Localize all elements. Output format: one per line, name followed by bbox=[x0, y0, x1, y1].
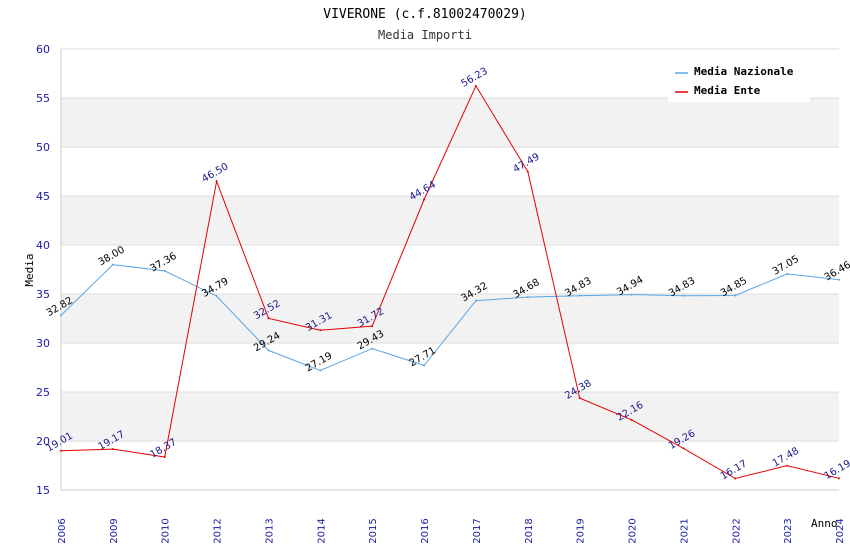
data-point bbox=[267, 349, 270, 352]
x-tick-label: 2024 bbox=[835, 518, 846, 543]
legend-label-media-ente: Media Ente bbox=[694, 84, 761, 97]
y-tick-label: 15 bbox=[36, 484, 50, 497]
grid-bands bbox=[60, 48, 839, 491]
data-point bbox=[578, 294, 581, 297]
x-tick-label: 2006 bbox=[57, 518, 68, 543]
x-tick-label: 2009 bbox=[109, 518, 120, 543]
data-point bbox=[423, 364, 426, 367]
data-point bbox=[526, 170, 529, 173]
x-tick-label: 2018 bbox=[524, 518, 535, 543]
y-tick-label: 40 bbox=[36, 239, 50, 252]
grid-band bbox=[61, 98, 839, 147]
data-point bbox=[163, 269, 166, 272]
data-point bbox=[111, 448, 114, 451]
data-point bbox=[319, 369, 322, 372]
x-tick-label: 2016 bbox=[420, 518, 431, 543]
y-axis-ticks: 15 20 25 30 35 40 45 50 55 60 bbox=[36, 43, 50, 497]
data-point bbox=[630, 293, 633, 296]
y-tick-label: 55 bbox=[36, 92, 50, 105]
x-tick-label: 2021 bbox=[679, 518, 690, 543]
data-point bbox=[215, 295, 218, 298]
x-tick-label: 2014 bbox=[316, 518, 327, 543]
x-tick-label: 2010 bbox=[161, 518, 172, 543]
data-point bbox=[111, 263, 114, 266]
data-point bbox=[838, 278, 840, 281]
data-point bbox=[682, 447, 685, 450]
data-point bbox=[734, 477, 737, 480]
x-tick-label: 2023 bbox=[783, 518, 794, 543]
data-point bbox=[371, 347, 374, 350]
data-point bbox=[734, 294, 737, 297]
grid-band bbox=[61, 245, 839, 294]
data-point bbox=[60, 449, 62, 452]
y-tick-label: 45 bbox=[36, 190, 50, 203]
y-tick-label: 30 bbox=[36, 337, 50, 350]
data-point bbox=[423, 198, 426, 201]
data-point bbox=[474, 299, 477, 302]
y-tick-label: 25 bbox=[36, 386, 50, 399]
data-point bbox=[215, 180, 218, 183]
data-point bbox=[319, 329, 322, 332]
y-tick-label: 50 bbox=[36, 141, 50, 154]
data-point bbox=[60, 314, 62, 317]
data-point bbox=[838, 477, 840, 480]
data-point bbox=[786, 464, 789, 467]
grid-band bbox=[61, 392, 839, 441]
x-tick-label: 2015 bbox=[368, 518, 379, 543]
y-axis-label: Media bbox=[23, 253, 36, 286]
x-axis-ticks: 2006 2009 2010 2012 2013 2014 2015 2016 2017 2018… bbox=[57, 518, 846, 543]
grid-band bbox=[61, 343, 839, 392]
legend-label-media-nazionale: Media Nazionale bbox=[694, 65, 794, 78]
grid-band bbox=[61, 294, 839, 343]
series-lines bbox=[60, 84, 840, 480]
data-point bbox=[630, 418, 633, 421]
data-point bbox=[786, 272, 789, 275]
y-tick-label: 60 bbox=[36, 43, 50, 56]
x-tick-label: 2019 bbox=[576, 518, 587, 543]
data-point bbox=[267, 317, 270, 320]
x-tick-label: 2022 bbox=[731, 518, 742, 543]
legend: Media Nazionale Media Ente bbox=[668, 58, 810, 102]
grid-band bbox=[61, 147, 839, 196]
data-point bbox=[526, 296, 529, 299]
series-line-media-ente bbox=[60, 84, 840, 480]
y-tick-label: 35 bbox=[36, 288, 50, 301]
data-point bbox=[474, 84, 477, 87]
x-tick-label: 2013 bbox=[264, 518, 275, 543]
data-point bbox=[163, 455, 166, 458]
data-point bbox=[682, 294, 685, 297]
series-line-media-nazionale bbox=[60, 264, 840, 372]
x-tick-label: 2012 bbox=[213, 518, 224, 543]
x-tick-label: 2017 bbox=[472, 518, 483, 543]
grid-band bbox=[61, 441, 839, 490]
data-point bbox=[578, 397, 581, 400]
x-tick-label: 2020 bbox=[628, 518, 639, 543]
legend-box bbox=[668, 58, 810, 102]
data-point bbox=[371, 325, 374, 328]
grid-band bbox=[61, 196, 839, 245]
chart-title: VIVERONE (c.f.81002470029) bbox=[323, 7, 527, 22]
x-axis-label: Anno bbox=[811, 517, 838, 530]
y-tick-label: 20 bbox=[36, 435, 50, 448]
chart-subtitle: Media Importi bbox=[378, 28, 472, 42]
